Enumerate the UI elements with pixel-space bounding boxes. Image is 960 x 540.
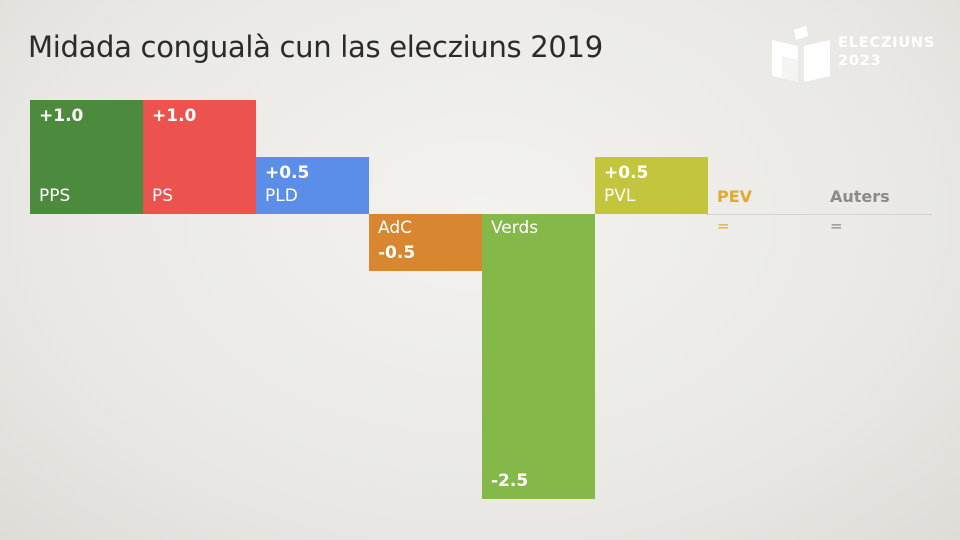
party-label-pld: PLD [265,186,298,206]
bar-ps [143,100,256,214]
party-label-adc: AdC [378,218,412,238]
bar-pvl [595,157,708,214]
logo-line2: 2023 [838,53,882,69]
party-label-pev: PEV [717,187,753,206]
logo-line1: ELECZIUNS [838,35,936,51]
value-label-ps: +1.0 [152,106,197,126]
value-label-verds: -2.5 [491,471,529,491]
value-label-pps: +1.0 [39,106,84,126]
party-label-auters: Auters [830,187,890,206]
ballot-box-icon [772,26,830,82]
page-title: Midada congualà cun las elecziuns 2019 [28,30,603,64]
party-label-pps: PPS [39,186,71,206]
elections-logo: ELECZIUNS 2023 [770,26,940,86]
bar-adc [369,214,482,271]
value-label-pvl: +0.5 [604,163,649,183]
value-label-pev: = [717,217,730,235]
value-label-adc: -0.5 [378,243,416,263]
party-label-pvl: PVL [604,186,636,206]
value-label-pld: +0.5 [265,163,310,183]
value-label-auters: = [830,217,843,235]
bar-pps [30,100,143,214]
bar-verds [482,214,595,499]
party-label-verds: Verds [491,218,539,238]
party-label-ps: PS [152,186,174,206]
zero-baseline [706,214,932,215]
bar-pld [256,157,369,214]
